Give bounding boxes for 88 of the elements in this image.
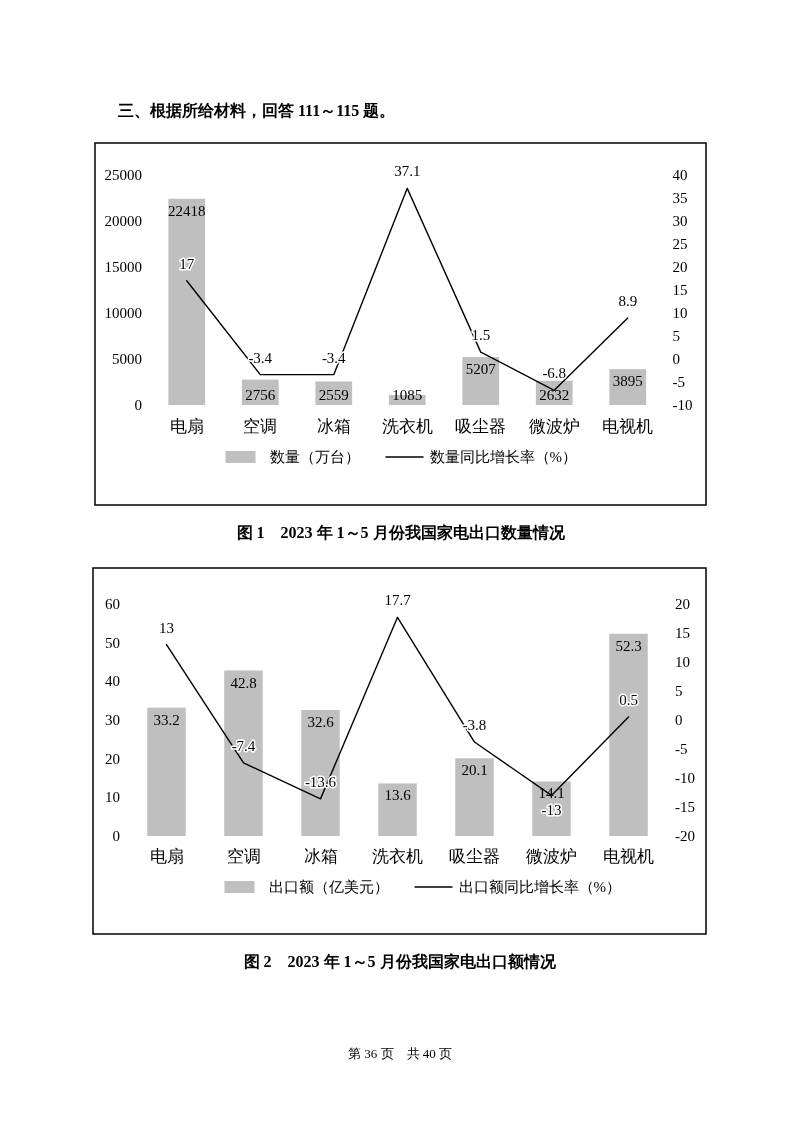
legend-label: 出口额同比增长率（%）: [458, 879, 621, 895]
data-label: 32.6: [307, 713, 335, 730]
data-label: 33.2: [153, 711, 180, 728]
bar: [224, 670, 263, 836]
data-label: -13: [541, 802, 562, 819]
x-tick-label: 洗衣机: [381, 417, 433, 436]
x-tick-label: 电视机: [603, 847, 654, 866]
text: 图 1 2023 年 1～5 月份我国家电出口数量情况: [236, 523, 566, 541]
legend-label: 数量（万台）: [269, 449, 360, 465]
y-tick-label: 60: [105, 596, 120, 612]
y2-tick-label: -10: [672, 397, 693, 413]
data-label: -3.8: [462, 717, 487, 734]
data-label: 3895: [612, 373, 643, 390]
data-label: 0.5: [619, 692, 638, 709]
y-tick-label: 30: [105, 712, 120, 728]
bar: [455, 758, 494, 836]
bar: [609, 633, 648, 836]
y2-tick-label: 25: [672, 236, 688, 252]
data-label: 2756: [245, 387, 276, 403]
x-tick-label: 洗衣机: [372, 847, 423, 866]
y2-tick-label: 35: [672, 190, 688, 206]
legend-label: 数量同比增长率（%）: [429, 449, 577, 465]
data-label: 17: [179, 255, 195, 272]
y2-tick-label: 10: [675, 654, 690, 670]
data-label: -3.4: [248, 349, 273, 366]
y2-tick-label: 20: [675, 596, 690, 612]
y2-tick-label: 0: [675, 712, 683, 728]
y2-tick-label: -5: [672, 374, 685, 390]
x-tick-label: 吸尘器: [449, 847, 500, 866]
x-tick-label: 空调: [243, 417, 278, 436]
data-label: 52.3: [615, 637, 642, 654]
data-label: 2559: [318, 387, 349, 403]
y-tick-label: 10: [105, 789, 120, 806]
data-label: 17.7: [384, 592, 412, 609]
bar: [378, 783, 417, 836]
data-label: 42.8: [230, 674, 257, 691]
data-label: -6.8: [542, 365, 567, 382]
y2-tick-label: -15: [675, 799, 695, 815]
y2-tick-label: 15: [672, 282, 688, 298]
y-tick-label: 0: [134, 397, 142, 413]
data-label: 5207: [465, 361, 497, 378]
y-tick-label: 0: [112, 828, 120, 844]
text: 三、根据所给材料，回答 111～115 题。: [118, 102, 396, 119]
data-label: 8.9: [618, 293, 638, 310]
x-tick-label: 电视机: [602, 417, 654, 436]
x-tick-label: 冰箱: [316, 417, 351, 436]
x-tick-label: 微波炉: [526, 847, 577, 866]
bar: [147, 707, 186, 836]
y2-tick-label: -10: [675, 770, 695, 786]
y2-tick-label: -20: [675, 828, 695, 844]
y-tick-label: 5000: [112, 351, 142, 367]
data-label: 1.5: [471, 327, 491, 344]
x-tick-label: 电扇: [149, 847, 184, 866]
legend-label: 出口额（亿美元）: [268, 879, 389, 895]
text: 第 36 页 共 40 页: [348, 1046, 452, 1061]
bar: [168, 198, 206, 405]
text: 图 2 2023 年 1～5 月份我国家电出口额情况: [243, 952, 557, 970]
y-tick-label: 10000: [104, 305, 142, 321]
y2-tick-label: 5: [672, 328, 680, 344]
y2-tick-label: 15: [675, 625, 690, 641]
y-tick-label: 25000: [104, 167, 142, 183]
data-label: 20.1: [461, 762, 488, 779]
y-tick-label: 20000: [104, 213, 142, 229]
x-tick-label: 微波炉: [528, 417, 580, 436]
data-label: -7.4: [231, 737, 256, 754]
y2-tick-label: 5: [675, 683, 683, 699]
y-tick-label: 20: [105, 750, 120, 767]
data-label: 1085: [392, 387, 423, 403]
bar: [462, 357, 500, 405]
data-label: 13: [159, 619, 174, 636]
y-tick-label: 50: [105, 634, 120, 651]
data-label: 37.1: [394, 163, 421, 180]
x-tick-label: 冰箱: [303, 847, 338, 866]
y2-tick-label: 10: [672, 305, 688, 321]
data-label: 14.1: [538, 785, 565, 802]
y2-tick-label: -5: [675, 741, 688, 757]
x-tick-label: 电扇: [169, 417, 204, 436]
x-tick-label: 空调: [226, 847, 261, 866]
y2-tick-label: 40: [672, 167, 688, 183]
y2-tick-label: 20: [672, 259, 688, 275]
y-tick-label: 40: [105, 673, 120, 690]
data-label: 2632: [539, 387, 570, 403]
y2-tick-label: 30: [672, 213, 688, 229]
y-tick-label: 15000: [104, 259, 142, 275]
data-label: 22418: [168, 202, 206, 219]
y2-tick-label: 0: [672, 351, 680, 367]
x-tick-label: 吸尘器: [455, 417, 507, 436]
data-label: 13.6: [384, 787, 412, 804]
